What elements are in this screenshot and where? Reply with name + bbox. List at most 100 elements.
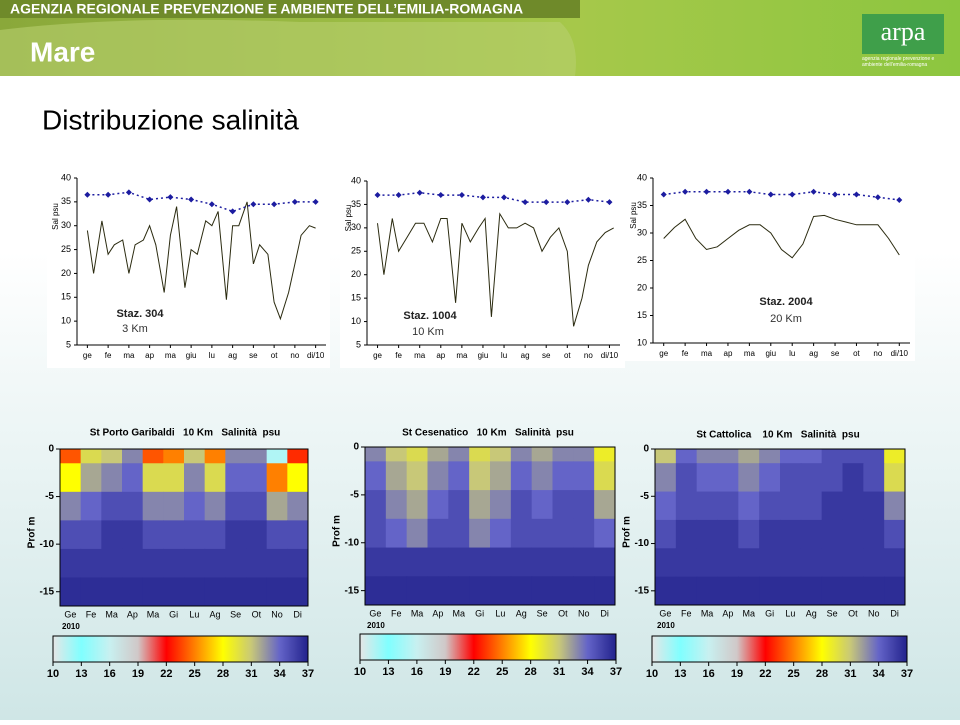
y-tick-label: -15 <box>635 585 650 596</box>
x-tick-label: di/10 <box>891 349 909 358</box>
data-point <box>395 192 402 199</box>
y-tick-label: 20 <box>351 269 361 279</box>
heatmap-cell <box>780 519 802 549</box>
x-tick-label: ge <box>83 351 92 360</box>
heatmap-cell <box>365 518 387 549</box>
y-tick-label: -15 <box>40 586 55 597</box>
heatmap-cell <box>531 547 553 577</box>
heatmap-cell <box>552 547 574 577</box>
x-tick-label: Fe <box>86 609 97 619</box>
data-point <box>125 189 132 196</box>
y-tick-label: -10 <box>635 538 650 549</box>
heatmap-cell <box>184 491 206 521</box>
heatmap-cell <box>842 449 864 464</box>
heatmap-cell <box>655 519 677 549</box>
heatmap-cell <box>717 491 739 521</box>
y-tick-label: 35 <box>351 199 361 209</box>
heatmap-cell <box>60 449 82 464</box>
y-tick-label: 30 <box>61 220 71 230</box>
colorbar-tick-label: 37 <box>901 668 913 680</box>
heatmap-cell <box>655 576 677 606</box>
heatmap-cell <box>246 491 268 521</box>
heatmap-cell <box>225 520 247 550</box>
heatmap-cell <box>594 547 616 577</box>
x-tick-label: Ag <box>516 608 527 618</box>
heatmap-cell <box>406 518 428 549</box>
heatmap-cell <box>717 449 739 464</box>
colorbar-tick-label: 13 <box>75 668 87 680</box>
heatmap-cell <box>510 518 533 549</box>
heatmap-cell <box>365 576 387 606</box>
x-tick-label: Se <box>537 608 548 618</box>
heatmap-cell <box>780 449 802 464</box>
heatmap-cell <box>163 577 185 607</box>
y-axis-label: Prof m <box>332 515 343 547</box>
heatmap-cell <box>759 576 781 606</box>
heatmap-cell <box>594 518 616 549</box>
heatmap-cell <box>552 518 574 549</box>
logo-caption-box: agenzia regionale prevenzione e ambiente… <box>862 56 934 68</box>
colorbar-tick-label: 31 <box>553 666 565 678</box>
heatmap-cell <box>60 548 82 578</box>
heatmap-cell <box>427 490 449 520</box>
heatmap-cell <box>469 461 491 491</box>
heatmap-cell <box>204 577 226 607</box>
y-tick-label: -5 <box>350 490 359 501</box>
heatmap-cell <box>448 490 470 520</box>
colorbar-tick-label: 34 <box>873 668 886 680</box>
y-tick-label: 0 <box>353 442 359 453</box>
heatmap-cell <box>531 447 553 462</box>
heatmap-cell <box>385 461 408 491</box>
data-point <box>746 188 753 195</box>
colorbar-tick-label: 31 <box>245 668 257 680</box>
y-tick-label: 30 <box>637 227 647 237</box>
data-point <box>522 199 529 206</box>
colorbar-tick-label: 10 <box>354 666 366 678</box>
data-point <box>853 191 860 198</box>
heatmap-cell <box>80 577 102 607</box>
heatmap-cell <box>406 547 428 577</box>
data-point <box>167 194 174 201</box>
heatmap-title: St Cesenatico 10 Km Salinità psu <box>402 428 574 439</box>
heatmap-cell <box>448 461 470 491</box>
heatmap-cell <box>427 461 449 491</box>
x-tick-label: Di <box>293 609 302 619</box>
heatmap-cell <box>204 463 226 493</box>
colorbar <box>359 633 617 661</box>
heatmap-cell <box>800 449 823 464</box>
chart-background <box>340 172 625 368</box>
heatmap-cell <box>406 490 428 520</box>
x-tick-label: giu <box>765 349 776 358</box>
x-tick-label: Ag <box>209 609 220 619</box>
data-point <box>271 201 278 208</box>
colorbar <box>52 635 309 663</box>
heatmap-cell <box>122 520 144 550</box>
data-point <box>146 196 153 203</box>
heatmap-cell <box>448 447 470 462</box>
heatmap-cell <box>863 449 885 464</box>
heatmap-cell <box>675 548 698 578</box>
header-decoration <box>0 19 576 76</box>
x-tick-label: Ap <box>127 609 138 619</box>
heatmap-cell <box>427 547 449 577</box>
heatmap-cell <box>884 548 906 578</box>
heatmap-cell <box>800 548 823 578</box>
x-tick-label: Gi <box>475 608 484 618</box>
y-tick-label: 20 <box>61 268 71 278</box>
x-tick-label: se <box>831 349 840 358</box>
heatmap-cell <box>863 463 885 493</box>
heatmap-cell <box>759 519 781 549</box>
y-tick-label: 35 <box>61 196 71 206</box>
heatmap-cell <box>884 576 906 606</box>
x-tick-label: Lu <box>189 609 199 619</box>
heatmap-cell <box>225 463 247 493</box>
x-tick-label: Gi <box>169 609 178 619</box>
heatmap-cell <box>80 449 102 464</box>
heatmap-cell <box>780 576 802 606</box>
heatmap-cell <box>510 490 533 520</box>
heatmap-cell <box>122 548 144 578</box>
x-tick-label: se <box>249 351 258 360</box>
heatmap-cell <box>696 548 718 578</box>
x-tick-label: ap <box>724 349 733 358</box>
x-tick-label: lu <box>789 349 795 358</box>
